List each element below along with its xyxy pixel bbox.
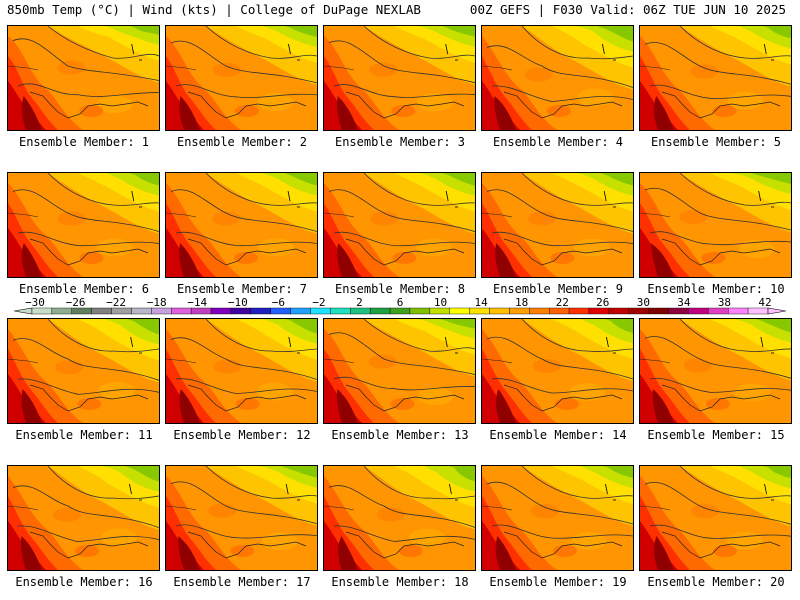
colorbar-tick-label: 14 xyxy=(474,296,488,309)
ensemble-member-label: Ensemble Member: 11 xyxy=(15,428,153,442)
temperature-map xyxy=(166,466,317,570)
colorbar-tick-label: −6 xyxy=(271,296,285,309)
ensemble-member-label: Ensemble Member: 15 xyxy=(647,428,785,442)
colorbar-tick-label: −22 xyxy=(106,296,127,309)
temperature-map xyxy=(640,466,791,570)
ensemble-member-label: Ensemble Member: 17 xyxy=(173,575,311,589)
colorbar-tick-label: −18 xyxy=(146,296,167,309)
ensemble-member-map xyxy=(165,318,318,424)
temperature-map xyxy=(8,466,159,570)
ensemble-member-label: Ensemble Member: 13 xyxy=(331,428,469,442)
ensemble-member-label: Ensemble Member: 9 xyxy=(492,282,624,296)
temperature-map xyxy=(8,26,159,130)
ensemble-member-map xyxy=(323,25,476,131)
ensemble-member-map xyxy=(639,172,792,278)
colorbar-tick-label: −10 xyxy=(227,296,248,309)
temperature-map xyxy=(166,319,317,423)
ensemble-member-map xyxy=(481,172,634,278)
colorbar-tick-label: −30 xyxy=(25,296,45,309)
ensemble-member-label: Ensemble Member: 4 xyxy=(492,135,624,149)
colorbar-graphic xyxy=(14,307,786,315)
colorbar-tick-label: 6 xyxy=(396,296,404,309)
ensemble-member-label: Ensemble Member: 1 xyxy=(18,135,150,149)
temperature-map xyxy=(640,319,791,423)
colorbar-tick-label: 42 xyxy=(758,296,772,309)
run-valid-time: 00Z GEFS | F030 Valid: 06Z TUE JUN 10 20… xyxy=(469,2,786,17)
temperature-map xyxy=(482,466,633,570)
ensemble-member-map xyxy=(481,318,634,424)
ensemble-member-map xyxy=(7,25,160,131)
colorbar-tick-label: 34 xyxy=(677,296,691,309)
ensemble-member-map xyxy=(323,318,476,424)
colorbar-tick-label: 10 xyxy=(433,296,448,309)
ensemble-member-map xyxy=(7,172,160,278)
ensemble-member-map xyxy=(639,318,792,424)
chart-title: 850mb Temp (°C) | Wind (kts) | College o… xyxy=(7,2,421,17)
colorbar-tick-label: −14 xyxy=(187,296,208,309)
temperature-colorbar xyxy=(14,296,786,318)
ensemble-member-map xyxy=(7,465,160,571)
temperature-map xyxy=(482,319,633,423)
ensemble-member-map xyxy=(165,465,318,571)
ensemble-member-label: Ensemble Member: 7 xyxy=(176,282,308,296)
temperature-map xyxy=(8,173,159,277)
ensemble-member-label: Ensemble Member: 10 xyxy=(647,282,785,296)
ensemble-member-label: Ensemble Member: 14 xyxy=(489,428,627,442)
colorbar-tick-label: 38 xyxy=(717,296,732,309)
ensemble-member-map xyxy=(481,465,634,571)
colorbar-tick-label: 22 xyxy=(555,296,569,309)
ensemble-member-map xyxy=(7,318,160,424)
colorbar-tick-label: 2 xyxy=(356,296,363,309)
ensemble-member-label: Ensemble Member: 12 xyxy=(173,428,311,442)
ensemble-member-map xyxy=(481,25,634,131)
ensemble-member-map xyxy=(323,172,476,278)
temperature-map xyxy=(166,173,317,277)
ensemble-member-label: Ensemble Member: 18 xyxy=(331,575,469,589)
colorbar-tick-label: 26 xyxy=(596,296,610,309)
temperature-map xyxy=(166,26,317,130)
ensemble-member-label: Ensemble Member: 6 xyxy=(18,282,150,296)
ensemble-member-label: Ensemble Member: 3 xyxy=(334,135,466,149)
temperature-map xyxy=(324,319,475,423)
temperature-map xyxy=(324,466,475,570)
ensemble-member-map xyxy=(165,25,318,131)
temperature-map xyxy=(324,26,475,130)
ensemble-member-map xyxy=(165,172,318,278)
ensemble-member-label: Ensemble Member: 5 xyxy=(650,135,782,149)
ensemble-member-map xyxy=(639,25,792,131)
ensemble-member-label: Ensemble Member: 16 xyxy=(15,575,153,589)
temperature-map xyxy=(8,319,159,423)
colorbar-tick-label: 18 xyxy=(515,296,529,309)
colorbar-tick-label: 30 xyxy=(636,296,650,309)
temperature-map xyxy=(482,26,633,130)
ensemble-member-map xyxy=(639,465,792,571)
temperature-map xyxy=(324,173,475,277)
ensemble-member-label: Ensemble Member: 19 xyxy=(489,575,627,589)
ensemble-member-map xyxy=(323,465,476,571)
ensemble-member-label: Ensemble Member: 8 xyxy=(334,282,466,296)
temperature-map xyxy=(640,26,791,130)
colorbar-tick-label: −26 xyxy=(65,296,86,309)
colorbar-tick-label: −2 xyxy=(312,296,326,309)
ensemble-member-label: Ensemble Member: 2 xyxy=(176,135,308,149)
temperature-map xyxy=(482,173,633,277)
temperature-map xyxy=(640,173,791,277)
ensemble-member-label: Ensemble Member: 20 xyxy=(647,575,785,589)
